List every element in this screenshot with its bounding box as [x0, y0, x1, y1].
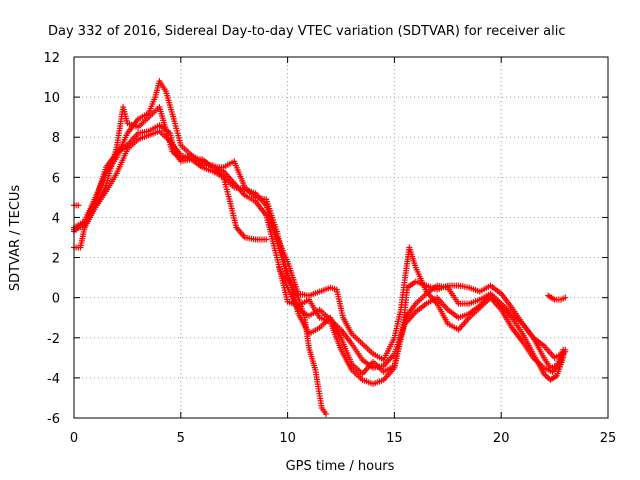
data-point-marker	[562, 294, 569, 301]
data-layer	[71, 78, 569, 417]
y-tick-label: -2	[47, 332, 60, 347]
tick-layer: 0 5 10 15 20 25 -6 -4 -2 0 2 4 6 8 10 12	[43, 51, 616, 446]
data-series-trace-6	[276, 264, 567, 383]
x-tick-label: 0	[70, 431, 78, 446]
data-series-trace-8	[545, 292, 569, 303]
x-tick-label: 10	[279, 431, 296, 446]
y-tick-label: 12	[43, 51, 60, 66]
data-point-marker	[263, 236, 270, 243]
data-point-marker	[75, 202, 82, 209]
x-tick-label: 25	[600, 431, 617, 446]
y-axis-title: SDTVAR / TECUs	[8, 185, 23, 292]
y-tick-label: -4	[47, 372, 60, 387]
x-axis-title: GPS time / hours	[286, 459, 395, 474]
data-point-marker	[560, 354, 567, 361]
data-point-marker	[323, 410, 330, 417]
y-tick-label: 10	[43, 91, 60, 106]
plot-frame	[73, 56, 609, 419]
x-tick-label: 5	[177, 431, 185, 446]
x-tick-label: 15	[386, 431, 403, 446]
x-tick-label: 20	[493, 431, 510, 446]
y-tick-label: 6	[52, 171, 60, 186]
y-tick-label: 2	[52, 252, 60, 267]
chart-title: Day 332 of 2016, Sidereal Day-to-day VTE…	[48, 24, 565, 39]
y-tick-label: 0	[52, 292, 60, 307]
y-tick-label: 8	[52, 131, 60, 146]
data-series-trace-4	[71, 128, 270, 251]
data-point-marker	[562, 346, 569, 353]
y-tick-label: 4	[52, 211, 60, 226]
y-tick-label: -6	[47, 412, 60, 427]
